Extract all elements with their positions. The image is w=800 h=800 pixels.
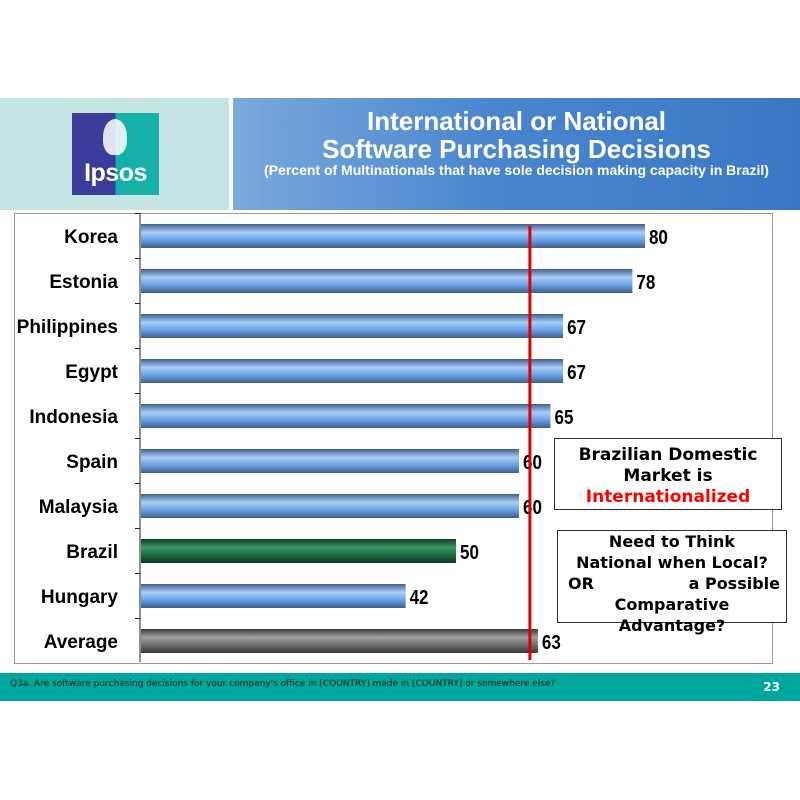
- callout-bottom-line-4: Comparative: [614, 595, 730, 614]
- title-line-2: Software Purchasing Decisions: [322, 134, 711, 164]
- callout-bottom-line-3: OR a Possible: [558, 573, 786, 594]
- callout-top-line-3: Internationalized: [585, 487, 751, 507]
- slide-subtitle: (Percent of Multinationals that have sol…: [264, 162, 769, 178]
- data-label: 50: [460, 541, 479, 564]
- callout-bottom-line-1: Need to Think: [608, 532, 736, 551]
- callout-or-word: OR: [568, 574, 594, 593]
- category-label: Philippines: [17, 317, 118, 338]
- callout-think-national: Need to Think National when Local? OR a …: [557, 530, 787, 635]
- callout-internationalized: Brazilian Domestic Market is Internation…: [554, 438, 782, 510]
- category-label: Egypt: [65, 362, 118, 383]
- header-title-panel: [233, 98, 800, 210]
- callout-bottom-line-5: Advantage?: [618, 616, 726, 635]
- bar-spain: [141, 449, 519, 473]
- data-label: 60: [523, 496, 542, 519]
- bar-average: [141, 629, 538, 653]
- category-label: Hungary: [41, 587, 119, 608]
- data-label: 63: [542, 631, 561, 654]
- logo-text: Ipsos: [84, 159, 147, 187]
- category-label: Indonesia: [29, 407, 118, 428]
- category-label: Average: [44, 632, 118, 653]
- callout-or-rest: a Possible: [688, 574, 780, 593]
- title-line-1: International or National: [366, 106, 667, 136]
- callout-top-line-1: Brazilian Domestic: [578, 445, 758, 465]
- bar-egypt: [141, 359, 564, 383]
- bar-korea: [141, 224, 645, 248]
- data-label: 60: [523, 451, 542, 474]
- bar-philippines: [141, 314, 564, 338]
- data-label: 80: [649, 226, 668, 249]
- slide-title: International or National Software Purch…: [233, 107, 800, 163]
- category-label: Estonia: [49, 272, 118, 293]
- data-label: 67: [567, 316, 586, 339]
- face-silhouette-icon: [103, 119, 127, 155]
- data-label: 65: [555, 406, 574, 429]
- category-label: Malaysia: [39, 497, 119, 518]
- bar-brazil: [141, 539, 456, 563]
- ipsos-logo: Ipsos: [72, 113, 159, 195]
- page-number: 23: [763, 680, 780, 694]
- bar-hungary: [141, 584, 406, 608]
- footnote: Q3a. Are software purchasing decisions f…: [10, 679, 556, 689]
- footer-bar: [0, 673, 800, 701]
- data-label: 42: [410, 586, 429, 609]
- data-label: 67: [567, 361, 586, 384]
- callout-top-line-2: Market is: [623, 466, 713, 486]
- callout-bottom-line-2: National when Local?: [576, 553, 768, 572]
- data-label: 78: [636, 271, 655, 294]
- category-label: Korea: [64, 227, 118, 248]
- bar-indonesia: [141, 404, 551, 428]
- bar-malaysia: [141, 494, 519, 518]
- bar-estonia: [141, 269, 633, 293]
- category-label: Spain: [66, 452, 118, 473]
- category-label: Brazil: [66, 542, 118, 563]
